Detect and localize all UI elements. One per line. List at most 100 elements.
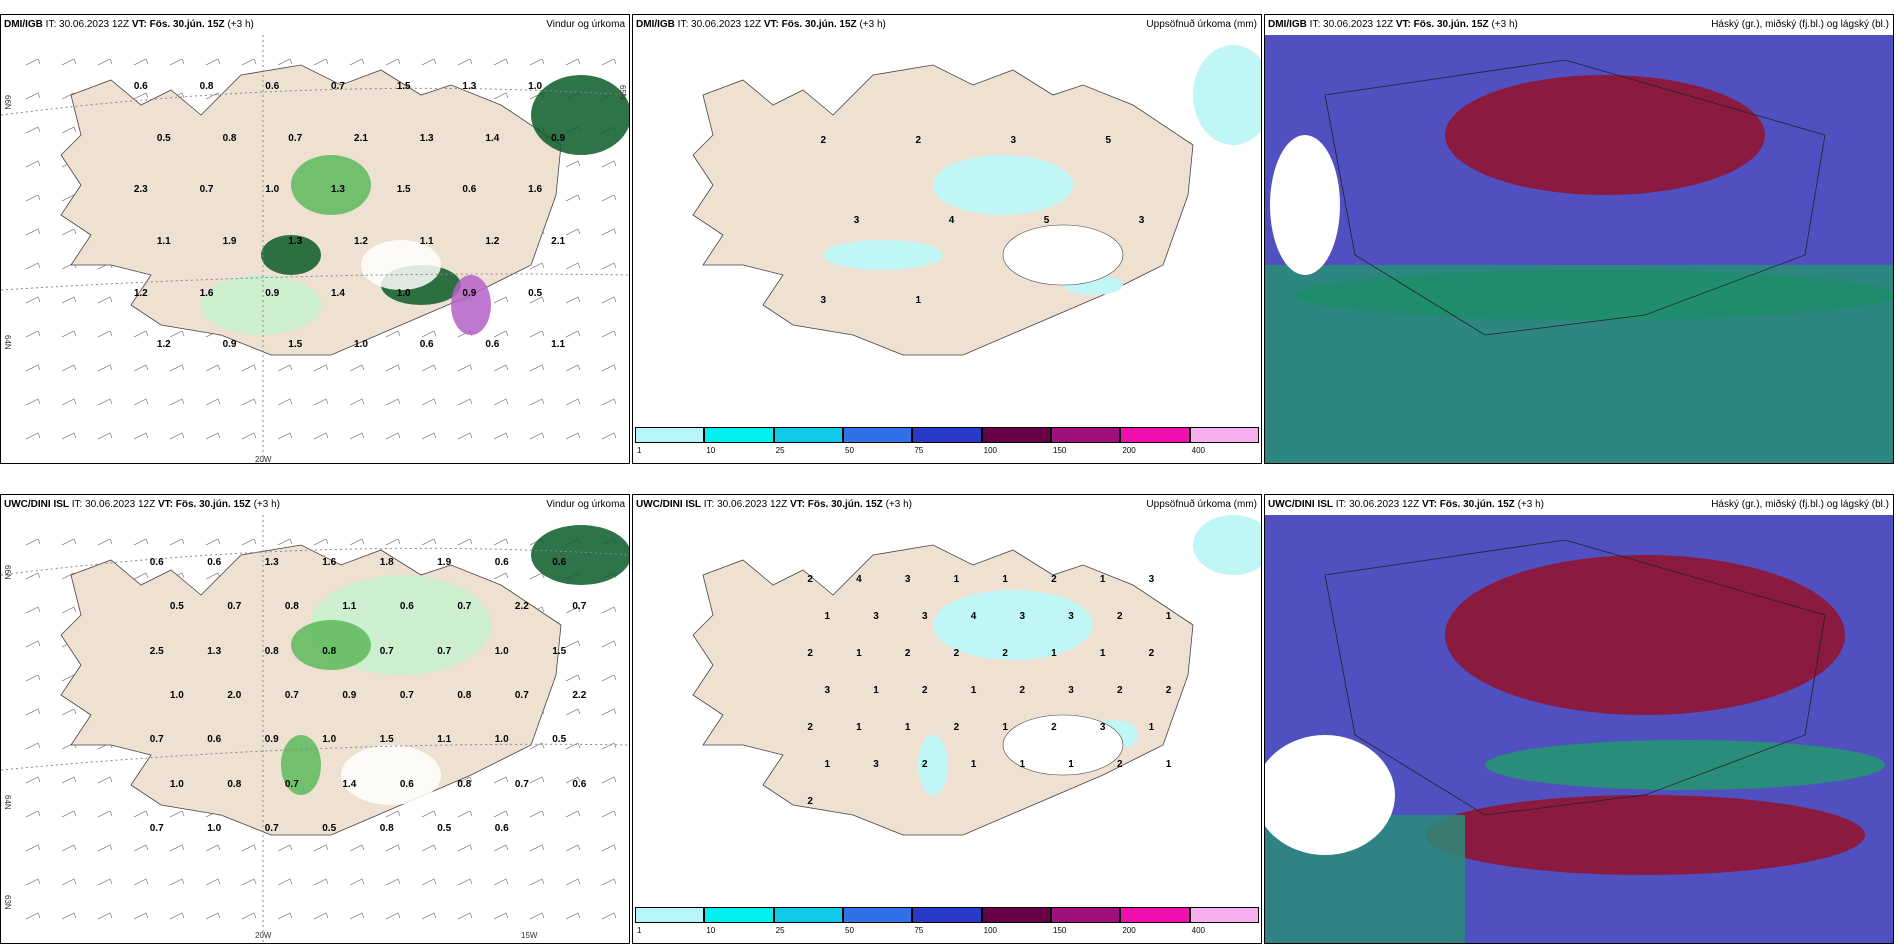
- precip-value: 2: [921, 759, 928, 771]
- precip-value: 0.7: [457, 601, 472, 613]
- wind-barb: [25, 844, 41, 852]
- wind-barb: [25, 674, 41, 682]
- precip-value: 0.9: [342, 690, 357, 701]
- colorbar-label: 50: [845, 926, 854, 935]
- precip-value: 1: [970, 759, 977, 771]
- wind-barb: [25, 126, 41, 134]
- wind-barb: [97, 776, 113, 784]
- wind-barb: [25, 296, 41, 304]
- precip-value: 1: [1002, 573, 1008, 585]
- wind-barb: [349, 398, 365, 406]
- wind-barb: [133, 844, 149, 852]
- wind-barb: [385, 398, 401, 406]
- wind-barb: [529, 364, 545, 372]
- colorbar-swatch: [843, 427, 913, 443]
- panel-title: Háský (gr.), miðský (fj.bl.) og lágský (…: [1711, 19, 1889, 30]
- wind-barb: [133, 364, 149, 372]
- wind-barb: [421, 538, 437, 546]
- wind-barb: [493, 572, 509, 580]
- wind-barb: [349, 58, 365, 66]
- colorbar-label: 100: [983, 446, 998, 455]
- wind-barb: [97, 330, 113, 338]
- precip-value: 0.7: [379, 645, 394, 657]
- wind-barb: [277, 432, 293, 440]
- wind-barb: [565, 432, 581, 440]
- precip-value: 2: [820, 135, 827, 146]
- wind-barb: [169, 364, 185, 372]
- wind-barb: [493, 538, 509, 546]
- wind-barb: [601, 330, 617, 338]
- colorbar-label: 1: [637, 446, 642, 455]
- lat-label: 66N: [3, 95, 12, 110]
- precip-value: 2: [807, 796, 813, 808]
- wind-barb: [601, 228, 617, 236]
- precip-value: 1: [1165, 610, 1172, 622]
- colorbar-label: 50: [845, 446, 854, 455]
- wind-barb: [61, 708, 77, 716]
- precip-value: 1.1: [437, 734, 452, 746]
- wind-barb: [97, 538, 113, 546]
- precip-value: 0.7: [514, 690, 529, 701]
- wind-barb: [61, 58, 77, 66]
- precip-value: 1.1: [551, 339, 566, 351]
- grid-lines: [1, 515, 629, 943]
- wind-barb: [169, 878, 185, 886]
- wind-barb: [421, 364, 437, 372]
- precip-value: 2: [1051, 573, 1057, 585]
- precip-value: 1.1: [156, 235, 171, 247]
- high-cloud-area: [1445, 75, 1765, 195]
- wind-barb: [97, 878, 113, 886]
- wind-barb: [493, 810, 509, 818]
- precip-value: 0.6: [552, 557, 567, 569]
- precip-value: 0.7: [149, 822, 164, 834]
- wind-barb: [97, 810, 113, 818]
- precip-value: 2: [1051, 722, 1057, 734]
- wind-barb: [205, 878, 221, 886]
- panel-title: Uppsöfnuð úrkoma (mm): [1146, 19, 1257, 30]
- wind-barb: [565, 364, 581, 372]
- wind-barb: [25, 432, 41, 440]
- precip-value: 1.3: [288, 235, 303, 247]
- glacier: [1002, 714, 1124, 776]
- wind-barb: [457, 398, 473, 406]
- colorbar-swatch: [635, 427, 705, 443]
- wind-barb: [385, 912, 401, 920]
- wind-barb: [241, 398, 257, 406]
- panel-title: Vindur og úrkoma: [546, 499, 625, 510]
- wind-barb: [277, 538, 293, 546]
- wind-barb: [205, 912, 221, 920]
- wind-barb: [169, 538, 185, 546]
- wind-barb: [457, 538, 473, 546]
- colorbar-swatch: [773, 907, 843, 923]
- precip-value: 0.6: [207, 557, 222, 569]
- colorbar-swatch: [1120, 427, 1190, 443]
- lat-label: 64N: [3, 795, 12, 810]
- wind-precip-map: [1, 35, 629, 463]
- precip-areas: [823, 45, 1261, 295]
- precip-value: 2: [1165, 685, 1172, 696]
- precip-value: 2: [1116, 610, 1123, 622]
- wind-barb: [493, 912, 509, 920]
- wind-barb: [133, 330, 149, 338]
- precip-value: 0.9: [462, 287, 477, 299]
- wind-barb: [529, 878, 545, 886]
- panel-dmi-wind-precip: DMI/IGB IT: 30.06.2023 12Z VT: Fös. 30.j…: [0, 14, 630, 464]
- precip-value: 1: [970, 685, 977, 696]
- panel-header: UWC/DINI ISL IT: 30.06.2023 12Z VT: Fös.…: [633, 495, 1261, 515]
- wind-barb: [565, 708, 581, 716]
- precip-value: 0.7: [437, 645, 452, 657]
- wind-barb: [421, 398, 437, 406]
- precip-value: 3: [1010, 135, 1017, 146]
- wind-barb: [241, 912, 257, 920]
- precip-values: 0.6 0.8 0.6 0.7 1.5 1.3 1.0 0.5 0.8 0.7 2.1 1.3 1.4 0…: [1, 35, 629, 463]
- precip-value: 0.8: [199, 80, 214, 92]
- precip-areas: [918, 515, 1261, 795]
- precip-value: 2: [807, 573, 813, 585]
- wind-barb: [97, 912, 113, 920]
- panel-title: Háský (gr.), miðský (fj.bl.) og lágský (…: [1711, 499, 1889, 510]
- panel-dmi-accum-precip: DMI/IGB IT: 30.06.2023 12Z VT: Fös. 30.j…: [632, 14, 1262, 464]
- precip-value: 2: [921, 685, 928, 696]
- wind-barb: [133, 432, 149, 440]
- wind-barb: [421, 330, 437, 338]
- wind-barb: [529, 776, 545, 784]
